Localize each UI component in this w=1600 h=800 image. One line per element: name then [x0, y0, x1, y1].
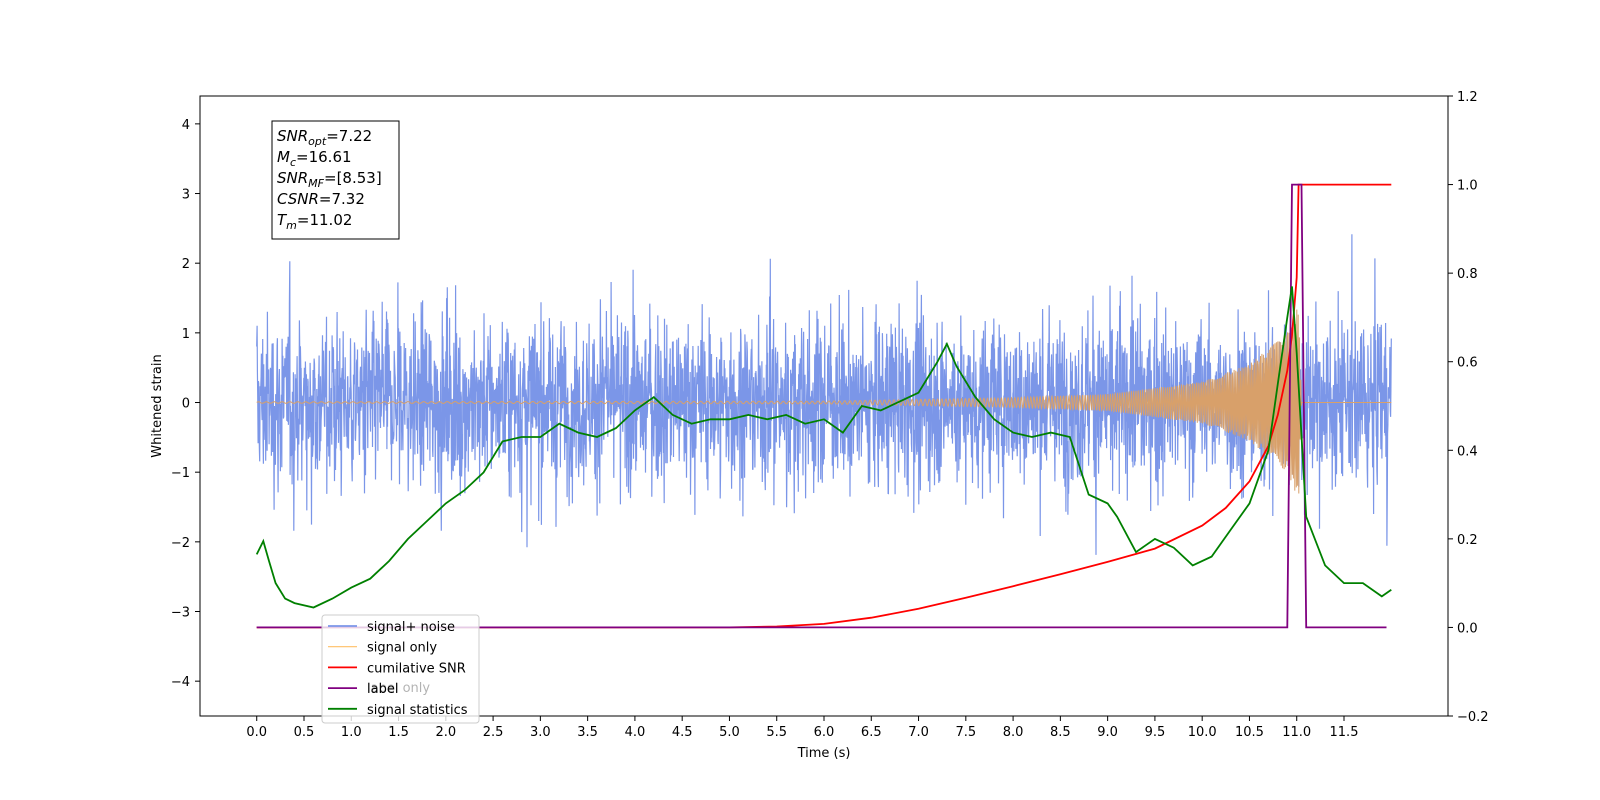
left-y-tick-label: −3 [171, 606, 190, 621]
x-tick-label: 9.5 [1145, 725, 1166, 740]
legend-entry-label: signal only [367, 641, 437, 656]
y-axis-label: Whitened strain [150, 354, 165, 457]
right-y-tick-label: 0.6 [1457, 356, 1478, 371]
x-tick-label: 5.5 [766, 725, 787, 740]
right-y-tick-label: 0.4 [1457, 444, 1478, 459]
label-series [256, 183, 1387, 629]
annotation-line: Mc=16.61 [277, 148, 352, 169]
right-y-tick-label: −0.2 [1457, 710, 1489, 725]
plot-area [255, 183, 1392, 629]
right-y-tick-label: 0.8 [1457, 267, 1478, 282]
x-tick-label: 6.5 [861, 725, 882, 740]
annotation-line: CSNR=7.32 [277, 190, 365, 208]
x-tick-label: 6.0 [814, 725, 835, 740]
legend-entry-label: signal+ noise [367, 620, 455, 635]
x-tick-label: 10.0 [1188, 725, 1217, 740]
legend-entry-label: label [367, 682, 398, 697]
x-tick-label: 4.0 [625, 725, 646, 740]
right-y-tick-label: 1.2 [1457, 90, 1478, 105]
x-tick-label: 1.5 [388, 725, 409, 740]
x-tick-label: 7.5 [955, 725, 976, 740]
legend-entry-label: signal statistics [367, 703, 468, 718]
signal-only-series [256, 309, 1392, 494]
x-tick-label: 1.0 [341, 725, 362, 740]
signal-statistics-series [255, 286, 1392, 609]
left-y-tick-label: 2 [182, 257, 190, 272]
legend-frame [321, 614, 480, 724]
x-tick-label: 0.0 [246, 725, 267, 740]
x-tick-label: 4.5 [672, 725, 693, 740]
x-tick-label: 7.0 [908, 725, 929, 740]
x-tick-label: 2.0 [435, 725, 456, 740]
right-y-tick-label: 0.2 [1457, 533, 1478, 548]
left-y-tick-label: 1 [182, 327, 190, 342]
x-tick-label: 11.5 [1330, 725, 1359, 740]
x-tick-label: 3.0 [530, 725, 551, 740]
left-y-tick-label: 0 [182, 397, 190, 412]
left-y-tick-label: −4 [171, 675, 190, 690]
legend: label only signal+ noise signal only cumila… [321, 614, 480, 724]
annotation-line: SNRMF=[8.53] [277, 169, 382, 190]
left-y-tick-label: −2 [171, 536, 190, 551]
legend-hidden-text: label only [367, 681, 430, 696]
x-tick-label: 8.5 [1050, 725, 1071, 740]
x-tick-label: 8.0 [1003, 725, 1024, 740]
x-tick-label: 3.5 [577, 725, 598, 740]
annotation-line: Tm=11.02 [277, 211, 352, 232]
x-tick-label: 5.0 [719, 725, 740, 740]
x-axis-ticks: 0.0 0.5 1.0 1.5 2.0 2.5 3.0 3.5 4.0 4.5 5.0 5.5 6.0 6… [246, 716, 1358, 740]
x-tick-label: 2.5 [483, 725, 504, 740]
annotation-box: SNRopt=7.22Mc=16.61SNRMF=[8.53]CSNR=7.32… [271, 120, 400, 240]
left-y-tick-label: −1 [171, 466, 190, 481]
right-y-tick-label: 0.0 [1457, 621, 1478, 636]
right-y-axis-ticks: 1.2 1.0 0.8 0.6 0.4 0.2 0.0 −0.2 [1448, 90, 1489, 725]
x-tick-label: 9.0 [1097, 725, 1118, 740]
right-y-tick-label: 1.0 [1457, 179, 1478, 194]
legend-entry-label: cumilative SNR [367, 661, 466, 676]
x-tick-label: 11.0 [1282, 725, 1311, 740]
signal-noise-series [256, 234, 1392, 555]
x-tick-label: 10.5 [1235, 725, 1264, 740]
annotation-line: SNRopt=7.22 [277, 127, 372, 148]
left-y-axis-ticks: 4 3 2 1 0 −1 −2 −3 −4 [171, 118, 200, 690]
x-tick-label: 0.5 [294, 725, 315, 740]
x-axis-label: Time (s) [797, 746, 851, 761]
left-y-tick-label: 4 [182, 118, 190, 133]
annotation-frame [271, 120, 400, 240]
left-y-tick-label: 3 [182, 188, 190, 203]
